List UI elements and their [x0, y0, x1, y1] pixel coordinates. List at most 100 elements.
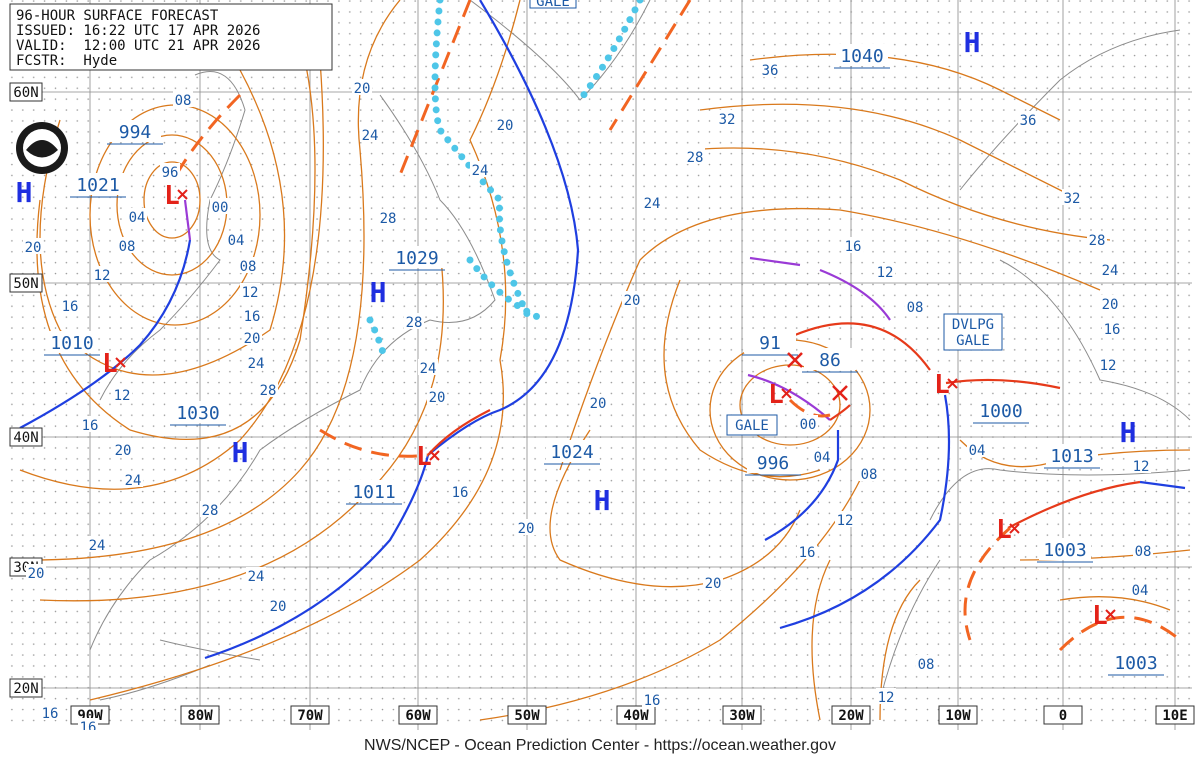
isobar-label-bg: [80, 416, 100, 432]
isobar-label: 12: [837, 513, 854, 529]
pressure-bg: [1110, 651, 1162, 673]
low-center: L: [996, 515, 1012, 545]
isobar-label-bg: [1133, 542, 1153, 558]
pressure-value: 1029: [395, 248, 438, 269]
isobar-label-bg: [246, 567, 266, 583]
isobar-label: 20: [590, 396, 607, 412]
isobar-label: 12: [114, 388, 131, 404]
dot-grid: [10, 0, 1192, 730]
warning-label: GALE: [536, 0, 570, 10]
isobar-label: 08: [1135, 544, 1152, 560]
isobar-label: 28: [1089, 233, 1106, 249]
isobar-label-bg: [495, 116, 515, 132]
low-center: L: [416, 442, 432, 472]
isobar-label: 16: [452, 485, 469, 501]
isobar-label: 08: [918, 657, 935, 673]
isobar-label: 04: [814, 450, 831, 466]
isobar-label: 20: [624, 293, 641, 309]
low-center: L: [164, 181, 180, 211]
isobar-label-bg: [1018, 111, 1038, 127]
pressure-bg: [1046, 444, 1098, 466]
low-marker: [947, 378, 958, 389]
pressure-value: 1024: [550, 442, 593, 463]
isobar-label: 12: [242, 285, 259, 301]
isobar-label-bg: [360, 126, 380, 142]
isobar-label-bg: [1100, 295, 1120, 311]
isobar-label-bg: [127, 208, 147, 224]
isobar-label-bg: [173, 91, 193, 107]
isobar-label-bg: [113, 441, 133, 457]
isobar-label-bg: [418, 359, 438, 375]
lon-box: [1155, 705, 1195, 725]
isobar-label: 16: [42, 706, 59, 722]
isobar-label-bg: [352, 79, 372, 95]
pressure-bg: [1039, 538, 1091, 560]
lat-box: [9, 82, 43, 102]
isobar-label-bg: [760, 61, 780, 77]
isobar-label: 20: [497, 118, 514, 134]
lon-label: 80W: [187, 708, 213, 724]
pressure-value: 1021: [76, 175, 119, 196]
isobar-label: 24: [248, 356, 265, 372]
isobar-label: 20: [270, 599, 287, 615]
warning-box: [529, 0, 577, 9]
isobar-label-bg: [875, 263, 895, 279]
high-center: H: [594, 484, 611, 517]
isobar-label: 32: [1064, 191, 1081, 207]
isobar-label: 08: [119, 239, 136, 255]
isobar-label-bg: [246, 354, 266, 370]
isobar-label-bg: [23, 238, 43, 254]
isobar-label: 16: [644, 693, 661, 709]
isobar-label-bg: [588, 394, 608, 410]
lon-label: 60W: [405, 708, 431, 724]
pressure-value: 86: [819, 350, 841, 371]
isobar-label-bg: [242, 329, 262, 345]
warning-label: GALE: [735, 418, 769, 434]
lon-box: [1043, 705, 1083, 725]
isobar-label: 16: [845, 239, 862, 255]
isobar-label: 20: [705, 576, 722, 592]
lon-box: [616, 705, 656, 725]
lat-label: 60N: [13, 85, 38, 101]
warning-label: GALE: [956, 333, 990, 349]
pressure-value: 1003: [1043, 540, 1086, 561]
lon-label: 40W: [623, 708, 649, 724]
isobar-label: 20: [25, 240, 42, 256]
footer: NWS/NCEP - Ocean Prediction Center - htt…: [364, 737, 836, 754]
isobar-label-bg: [404, 313, 424, 329]
isobar-label-bg: [242, 307, 262, 323]
isobar-label-bg: [1062, 189, 1082, 205]
low-marker: [1105, 609, 1116, 620]
isobar-label: 20: [1102, 297, 1119, 313]
isobar-label: 28: [202, 503, 219, 519]
high-center: H: [232, 436, 249, 469]
isobar-label-bg: [1100, 261, 1120, 277]
isobar-label-bg: [378, 209, 398, 225]
lon-label: 20W: [838, 708, 864, 724]
lon-box: [290, 705, 330, 725]
isobar-label: 12: [878, 690, 895, 706]
pressure-bg: [975, 399, 1027, 421]
isobar-label-bg: [812, 448, 832, 464]
isobar-label: 16: [244, 309, 261, 325]
pressure-bg: [804, 348, 856, 370]
pressure-value: 996: [757, 453, 790, 474]
isobar-label-bg: [258, 381, 278, 397]
isobar-label-bg: [798, 415, 818, 431]
isobar-label-bg: [916, 655, 936, 671]
isobar-label-bg: [642, 691, 662, 707]
isobar-label: 20: [429, 390, 446, 406]
low-marker: [115, 357, 126, 368]
isobar-label: 28: [406, 315, 423, 331]
isobar-label-bg: [843, 237, 863, 253]
low-center: L: [1092, 601, 1108, 631]
pressure-bg: [391, 246, 443, 268]
isobar-label: 16: [1104, 322, 1121, 338]
storm-position: [832, 385, 848, 401]
footer-band: [0, 730, 1200, 764]
header-line: VALID: 12:00 UTC 21 APR 2026: [16, 38, 260, 54]
pressure-bg: [109, 120, 161, 142]
isobar-label: 16: [82, 418, 99, 434]
isobar-label-bg: [717, 110, 737, 126]
